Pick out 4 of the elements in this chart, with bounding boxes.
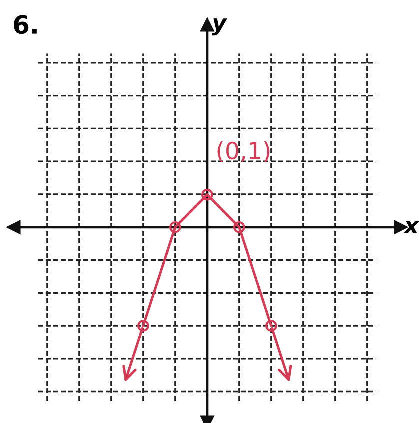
x-axis-title: x <box>404 221 419 234</box>
chart-title: 6. <box>14 15 37 34</box>
text: y <box>212 18 228 36</box>
text: (0,1) <box>218 141 270 162</box>
